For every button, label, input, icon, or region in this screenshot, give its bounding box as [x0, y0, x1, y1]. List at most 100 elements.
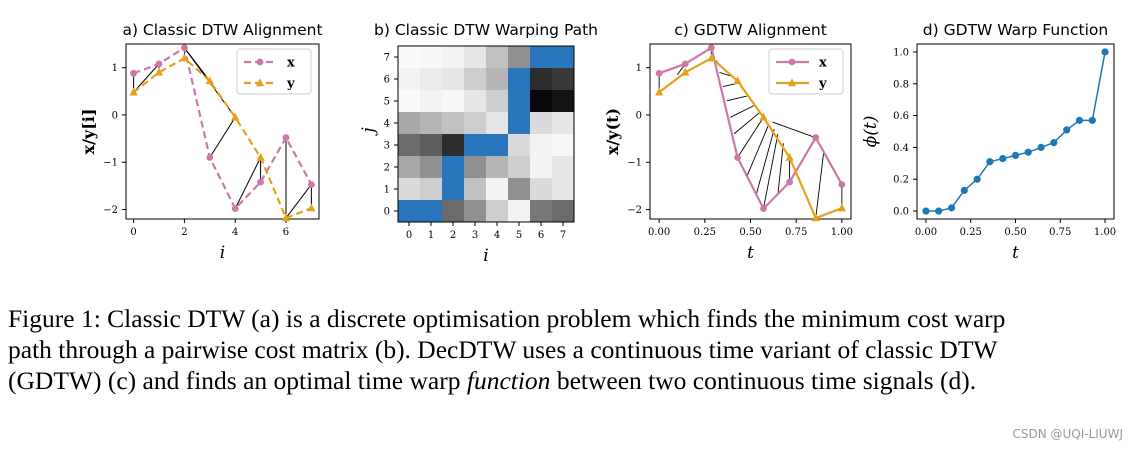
heatmap-cell — [508, 156, 531, 179]
caption-line-3-end: between two continuous time signals (d). — [550, 366, 977, 395]
heatmap-cell — [464, 112, 487, 135]
heatmap-cell — [486, 46, 509, 69]
panel-b-xtick-label: 5 — [516, 230, 522, 241]
heatmap-cell — [508, 134, 531, 157]
panel-b-ytick-label: 0 — [384, 207, 390, 218]
panel-a-alignment-link — [209, 117, 236, 158]
panel-d-point-warp — [1037, 143, 1045, 152]
panel-a-point-x — [307, 181, 315, 188]
panel-d-xtick-label: 0.25 — [960, 227, 982, 238]
heatmap-cell — [420, 68, 443, 91]
panel-a-xtick-label: 6 — [283, 227, 289, 238]
panel-c-point-y — [811, 213, 820, 222]
panel-d-ytick-label: 0.4 — [893, 143, 909, 154]
panel-d-ytick-label: 0.6 — [893, 111, 909, 122]
panel-c-ytick-label: 0 — [636, 110, 642, 121]
heatmap-cell — [552, 68, 575, 91]
panel-c-point-y — [681, 67, 690, 76]
panel-a-legend-label-y: y — [286, 77, 295, 92]
panel-d-point-warp — [935, 207, 943, 215]
panel-c-alignment-link — [755, 129, 775, 196]
heatmap-cell — [442, 134, 465, 157]
panel-c-legend-label-x: x — [819, 56, 827, 71]
panel-c-ylabel: x/y(t) — [603, 108, 622, 155]
panel-c-point-x — [760, 205, 767, 212]
panel-c-xtick-label: 1.00 — [831, 227, 853, 238]
panel-a-ytick-label: −2 — [103, 205, 118, 216]
panel-d: d) GDTW Warp Function 0.00 0.25 0.50 0.75 1.0… — [861, 21, 1116, 263]
panel-b-xtick-label: 2 — [450, 230, 456, 241]
panel-c-ytick-label: −2 — [627, 205, 642, 216]
heatmap-cell — [552, 200, 575, 223]
panel-c-alignment-link — [737, 117, 764, 158]
panel-d-ylabel: ϕ(t) — [861, 116, 881, 148]
panel-a-point-y — [205, 76, 214, 85]
heatmap-cell — [398, 112, 421, 135]
panel-a-point-y — [281, 213, 291, 222]
panel-c-point-x — [734, 154, 741, 161]
heatmap-cell — [486, 178, 509, 201]
panel-c-legend-box — [768, 48, 844, 95]
heatmap-cell — [420, 200, 443, 223]
heatmap-cell — [442, 68, 465, 91]
panel-a-legend-label-x: x — [287, 56, 295, 71]
heatmap-cell — [464, 68, 487, 91]
heatmap-cell — [442, 156, 465, 179]
figure-1: a) Classic DTW Alignment 0 2 4 6 1 0 −1 −2 i x/y[i… — [79, 21, 1116, 266]
panel-a-ytick-label: −1 — [103, 158, 118, 169]
panel-c-alignment-link — [772, 121, 816, 139]
panel-a-point-x — [257, 178, 264, 186]
panel-c-point-x — [707, 44, 715, 52]
panel-c-alignment-link — [746, 124, 770, 177]
heatmap-cell — [508, 90, 531, 113]
panel-d-xtick-label: 0.50 — [1004, 227, 1026, 238]
panel-c-series-line-y — [658, 56, 843, 220]
heatmap-cell — [398, 200, 421, 223]
heatmap-cell — [552, 134, 575, 157]
panel-b-xtick-label: 0 — [406, 230, 412, 241]
panel-b-ytick-label: 7 — [384, 53, 390, 64]
panel-c-xtick-label: 0.50 — [739, 227, 761, 238]
panel-b-xtick-label: 1 — [428, 230, 434, 241]
panel-b-xtick-label: 4 — [494, 230, 500, 241]
heatmap-cell — [508, 200, 531, 223]
panel-c-ytick-label: −1 — [627, 158, 642, 169]
panel-a-legend-marker-y — [255, 78, 265, 87]
panel-a-alignment-link — [133, 63, 160, 93]
panel-d-point-warp — [1011, 151, 1020, 159]
panel-a-xtick-label: 0 — [130, 227, 136, 238]
panel-d-xtick-label: 0.00 — [915, 227, 937, 238]
heatmap-cell — [398, 178, 421, 201]
panel-a-title: a) Classic DTW Alignment — [122, 21, 322, 39]
caption-line-1: Figure 1: Classic DTW (a) is a discrete … — [8, 304, 1006, 333]
heatmap-cell — [464, 46, 487, 69]
panel-d-point-warp — [1088, 116, 1096, 124]
panel-d-point-warp — [1024, 148, 1032, 156]
panel-a-ytick-label: 0 — [112, 110, 118, 121]
heatmap-cell — [530, 90, 553, 113]
heatmap-cell — [420, 46, 443, 69]
panel-c-point-y — [733, 76, 742, 85]
panel-a-point-x — [130, 69, 138, 77]
panel-c-alignment-link — [733, 112, 760, 135]
heatmap-cell — [530, 178, 553, 201]
panel-c: c) GDTW Alignment 0.00 0.25 0.50 0.75 1.00 1 0 −… — [603, 21, 853, 263]
heatmap-cell — [398, 90, 421, 113]
panel-d-ytick-label: 0.8 — [893, 79, 909, 90]
heatmap-cell — [486, 68, 509, 91]
panel-c-alignment-link — [730, 105, 755, 118]
panel-c-point-x — [681, 60, 689, 68]
heatmap-cell — [486, 156, 509, 179]
heatmap-cell — [398, 68, 421, 91]
panel-a-point-x — [181, 44, 188, 52]
heatmap-cell — [552, 46, 575, 69]
heatmap-cell — [530, 134, 553, 157]
panel-a-legend-marker-x — [256, 58, 264, 66]
panel-c-alignment-link — [763, 133, 779, 209]
panel-c-point-y — [707, 53, 716, 62]
panel-b-xtick-label: 3 — [472, 230, 478, 241]
panel-d-ytick-label: 1.0 — [893, 47, 909, 58]
heatmap-cell — [398, 134, 421, 157]
panel-d-ytick-label: 0.2 — [893, 175, 909, 186]
panel-a-alignment-link — [285, 184, 312, 219]
